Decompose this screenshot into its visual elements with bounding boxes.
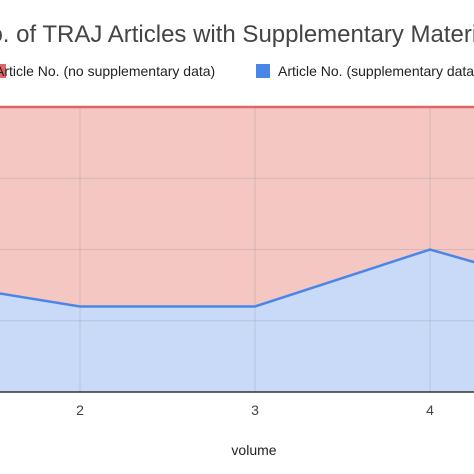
chart-title: No. of TRAJ Articles with Supplementary … — [0, 21, 474, 48]
legend-swatch-supplementary — [256, 64, 270, 78]
x-tick-label: 3 — [251, 402, 259, 418]
line-supplementary — [0, 248, 474, 308]
legend-label-supplementary: Article No. (supplementary data) — [278, 63, 474, 79]
area-no-supplementary — [0, 107, 474, 307]
x-tick-label: 2 — [76, 402, 84, 418]
plot-area: 2 3 4 — [0, 105, 474, 418]
area-supplementary — [0, 249, 474, 392]
legend: Article No. (no supplementary data) Arti… — [0, 63, 474, 79]
x-tick-label: 4 — [426, 402, 434, 418]
legend-swatch-no-supplementary — [0, 64, 6, 78]
legend-label-no-supplementary: Article No. (no supplementary data) — [0, 63, 215, 79]
x-axis-label: volume — [231, 442, 276, 458]
